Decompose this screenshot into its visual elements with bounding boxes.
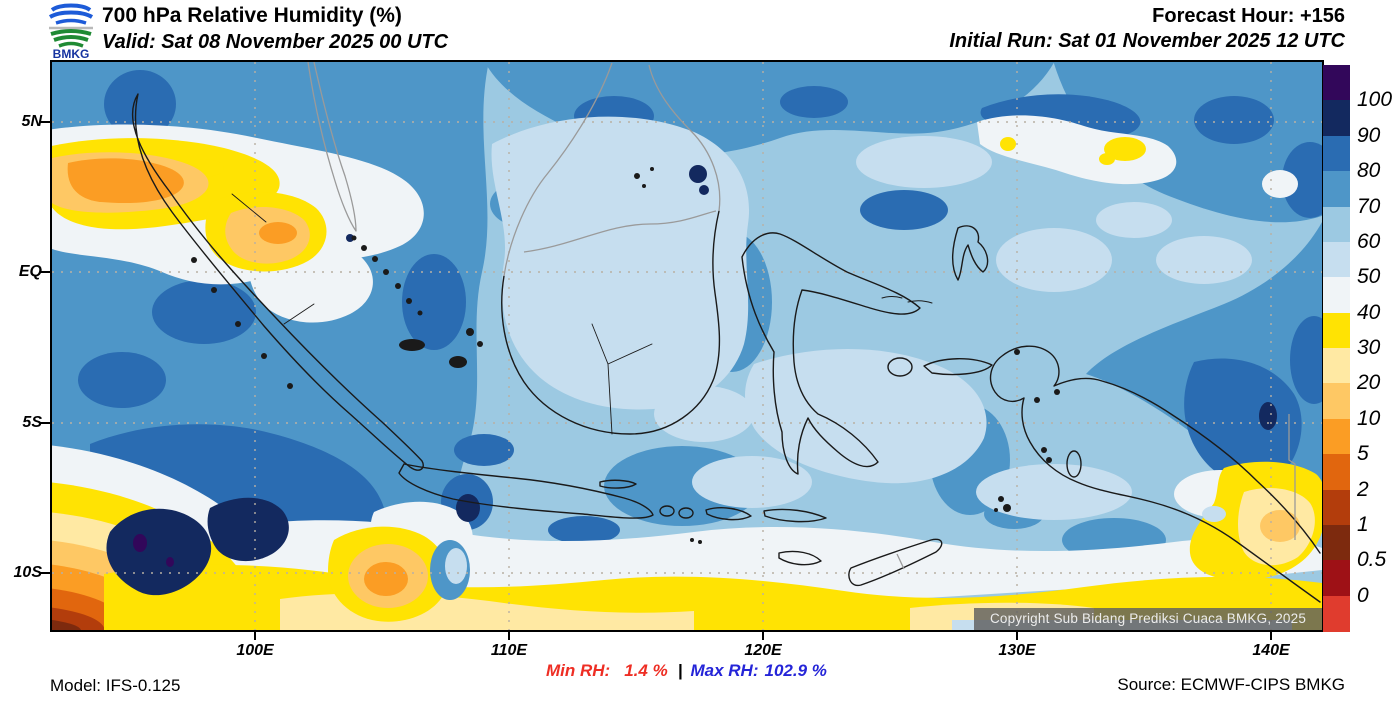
lon-tick-100E <box>254 632 256 640</box>
minmax-rh-line: Min RH: 1.4 % | Max RH: 102.9 % <box>546 661 827 681</box>
legend-band-3 <box>1323 171 1350 207</box>
logo-wave-green-1 <box>50 29 92 36</box>
legend-band-2 <box>1323 135 1350 172</box>
lon-label-120E: 120E <box>744 642 782 659</box>
logo-wave-blue-3 <box>55 18 87 25</box>
lat-tick-5N <box>40 121 50 123</box>
legend-band-4 <box>1323 206 1350 243</box>
lat-tick-5S <box>40 422 50 424</box>
source-label: Source: ECMWF-CIPS BMKG <box>1117 675 1345 694</box>
legend-band-0 <box>1323 65 1350 101</box>
legend-band-8 <box>1323 348 1350 384</box>
lon-tick-140E <box>1270 632 1272 640</box>
initial-run: Initial Run: Sat 01 November 2025 12 UTC <box>949 30 1345 52</box>
legend-band-12 <box>1323 489 1350 526</box>
legend-tick-100: 100 <box>1357 88 1393 112</box>
legend-band-13 <box>1323 524 1350 561</box>
legend-band-14 <box>1323 560 1350 597</box>
minmax-separator: | <box>677 661 683 680</box>
rh-contour-map <box>52 62 1322 630</box>
legend-tick-80: 80 <box>1357 159 1381 183</box>
lon-tick-120E <box>762 632 764 640</box>
legend-tick-30: 30 <box>1357 336 1381 359</box>
legend-tick-1: 1 <box>1357 512 1369 536</box>
bmkg-logo: BMKG <box>48 3 94 60</box>
legend-tick-50: 50 <box>1357 265 1381 289</box>
lat-label-EQ: EQ <box>18 263 42 280</box>
lon-tick-130E <box>1016 632 1018 640</box>
max-rh-label: Max RH: <box>690 661 759 680</box>
legend-tick-40: 40 <box>1357 300 1381 324</box>
legend-tick-70: 70 <box>1357 194 1381 218</box>
legend-band-11 <box>1323 454 1350 490</box>
min-rh-value: 1.4 % <box>624 661 668 680</box>
legend-band-9 <box>1323 383 1350 420</box>
valid-time: Valid: Sat 08 November 2025 00 UTC <box>102 31 449 53</box>
lat-label-5S: 5S <box>22 414 42 431</box>
legend-band-1 <box>1323 100 1350 137</box>
min-rh-label: Min RH: <box>546 661 611 680</box>
logo-wave-green-2 <box>53 35 89 42</box>
lat-tick-EQ <box>40 271 50 273</box>
legend-band-5 <box>1323 241 1350 278</box>
logo-wave-blue-2 <box>48 10 94 19</box>
copyright-watermark: Copyright Sub Bidang Prediksi Cuaca BMKG… <box>974 608 1322 630</box>
legend-tick-2: 2 <box>1357 477 1369 501</box>
legend-tick-5: 5 <box>1357 442 1369 466</box>
lon-label-110E: 110E <box>490 642 528 659</box>
max-rh-value: 102.9 % <box>764 661 827 680</box>
rh-color-legend: 100 90 80 70 60 50 40 30 20 10 5 2 1 0.5 0 <box>1323 65 1392 632</box>
legend-band-7 <box>1323 312 1350 349</box>
legend-tick-0: 0 <box>1357 583 1369 607</box>
lon-label-130E: 130E <box>998 642 1036 659</box>
lat-label-5N: 5N <box>21 113 42 130</box>
logo-wave-green-3 <box>58 41 84 48</box>
legend-tick-20: 20 <box>1357 371 1381 395</box>
island-specks <box>191 167 1060 544</box>
model-label: Model: IFS-0.125 <box>50 676 181 695</box>
lon-label-100E: 100E <box>236 642 274 659</box>
lon-label-140E: 140E <box>1252 642 1290 659</box>
coastlines-indonesia <box>131 93 1321 603</box>
legend-tick-0.5: 0.5 <box>1357 548 1387 572</box>
legend-tick-90: 90 <box>1357 123 1381 147</box>
legend-band-10 <box>1323 418 1350 455</box>
legend-tick-60: 60 <box>1357 229 1381 253</box>
page-title: 700 hPa Relative Humidity (%) <box>102 4 402 27</box>
forecast-hour: Forecast Hour: +156 <box>1152 5 1345 27</box>
legend-band-6 <box>1323 277 1350 314</box>
lon-tick-110E <box>508 632 510 640</box>
logo-text: BMKG <box>53 47 90 60</box>
lat-label-10S: 10S <box>13 564 42 581</box>
logo-wave-blue-1 <box>50 3 92 12</box>
legend-tick-10: 10 <box>1357 406 1381 430</box>
map-canvas: Copyright Sub Bidang Prediksi Cuaca BMKG… <box>14 60 1324 659</box>
coastlines-foreign <box>307 62 1296 570</box>
legend-band-15 <box>1323 595 1350 632</box>
lat-tick-10S <box>40 572 50 574</box>
